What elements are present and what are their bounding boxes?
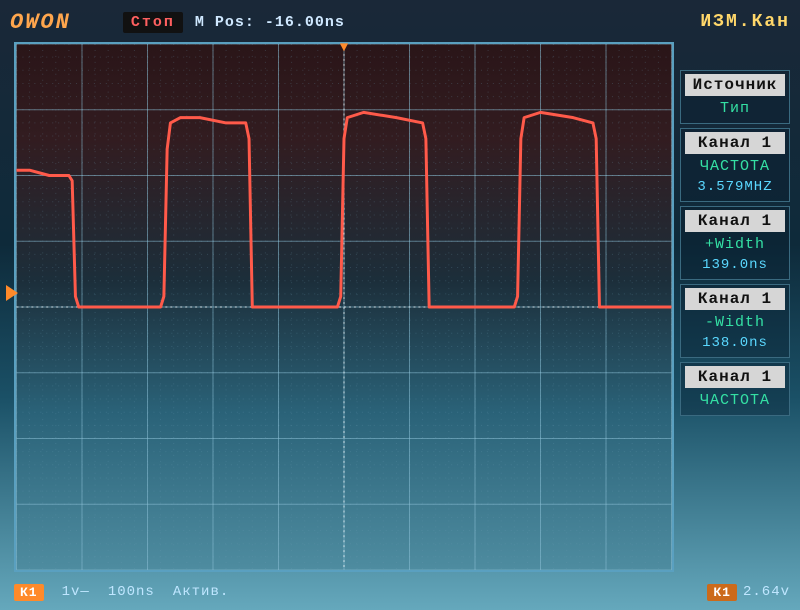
trigger-level-marker-icon xyxy=(6,285,18,301)
measure-block-title: Канал 1 xyxy=(685,288,785,310)
bottom-readout: 100ns xyxy=(108,584,155,600)
measure-block-type: Тип xyxy=(685,100,785,117)
measure-block-type: ЧАСТОТА xyxy=(685,392,785,409)
trigger-level-value: 2.64v xyxy=(743,584,790,600)
measure-block-type: +Width xyxy=(685,236,785,253)
measure-block-title: Канал 1 xyxy=(685,366,785,388)
scope-grid xyxy=(16,44,672,570)
measure-block[interactable]: Канал 1 ЧАСТОТА 3.579MHZ xyxy=(680,128,790,202)
measure-block[interactable]: Канал 1 +Width 139.0ns xyxy=(680,206,790,280)
measure-block-value: 139.0ns xyxy=(685,257,785,273)
measure-block[interactable]: Канал 1 ЧАСТОТА xyxy=(680,362,790,416)
measure-block-title: Источник xyxy=(685,74,785,96)
channel-badge: К1 xyxy=(707,584,737,601)
top-bar: OWON Стоп M Pos: -16.00ns ИЗМ.Кан xyxy=(10,8,790,36)
measure-block-title: Канал 1 xyxy=(685,132,785,154)
brand-logo: OWON xyxy=(10,10,71,35)
menu-title: ИЗМ.Кан xyxy=(700,12,790,32)
measure-block-value: 3.579MHZ xyxy=(685,179,785,195)
waveform-display: ▼ xyxy=(14,42,674,572)
measure-block[interactable]: Источник Тип xyxy=(680,70,790,124)
run-status: Стоп xyxy=(123,12,183,33)
measurement-panel: ИсточникТипКанал 1ЧАСТОТА3.579MHZКанал 1… xyxy=(680,70,790,416)
bottom-readout: Актив. xyxy=(173,584,229,600)
memory-position: M Pos: -16.00ns xyxy=(195,14,345,31)
measure-block-value: 138.0ns xyxy=(685,335,785,351)
measure-block-title: Канал 1 xyxy=(685,210,785,232)
measure-block[interactable]: Канал 1 -Width 138.0ns xyxy=(680,284,790,358)
bottom-bar: К1 1v— 100ns Актив. К1 2.64v xyxy=(14,578,790,606)
horizontal-trigger-marker: ▼ xyxy=(340,40,348,56)
measure-block-type: ЧАСТОТА xyxy=(685,158,785,175)
trigger-readout: К1 2.64v xyxy=(707,584,790,601)
measure-block-type: -Width xyxy=(685,314,785,331)
bottom-readout: 1v— xyxy=(62,584,90,600)
channel-badge: К1 xyxy=(14,584,44,601)
